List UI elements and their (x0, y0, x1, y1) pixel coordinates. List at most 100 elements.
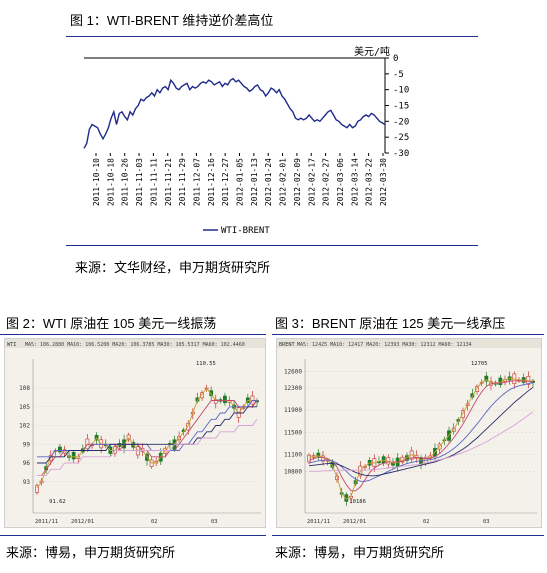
fig1-x-tick-label: 2012-02-09 (293, 158, 302, 206)
fig1-x-tick-label: 2012-01-05 (236, 158, 245, 206)
fig1-y-axis: 0 -5 -10 -15 -20 -25 -30 (84, 54, 409, 159)
fig3-y-tick-label: 11500 (284, 429, 302, 436)
fig3-candle (484, 372, 489, 386)
fig3-candle (521, 373, 526, 386)
fig2-candle (35, 483, 39, 495)
fig1-x-tick-label: 2011-11-29 (178, 158, 187, 206)
fig2-candle (58, 443, 62, 455)
fig3-candle (316, 449, 321, 461)
fig3-y-tick-label: 11100 (284, 452, 302, 459)
fig1-y-tick-label: 0 (393, 54, 398, 64)
fig3-top-rule (272, 334, 544, 335)
fig3-x-tick-label: 02 (423, 519, 430, 525)
fig1-legend-label: WTI-BRENT (221, 226, 270, 236)
fig1-series (83, 77, 386, 149)
fig1-bottom-rule (66, 245, 478, 246)
fig3-y-tick-label: 12300 (284, 385, 302, 392)
fig2-high-label: 110.55 (196, 361, 216, 367)
fig1-x-tick-label: 2011-11-21 (164, 158, 173, 206)
fig3-bottom-rule (272, 535, 544, 536)
fig2-x-tick-label: 2012/01 (71, 519, 94, 525)
fig1-x-tick-label: 2011-12-16 (207, 158, 216, 206)
fig3-ma-header: MA5: 12425 MA10: 12417 MA20: 12393 MA30:… (297, 342, 472, 348)
fig3-y-tick-label: 10800 (284, 468, 302, 475)
fig1-x-tick-label: 2012-02-17 (307, 158, 316, 206)
fig2-ma-line-ma20 (37, 400, 257, 458)
fig2-y-tick-label: 108 (19, 385, 30, 392)
fig1-y-tick-label: -25 (393, 133, 409, 143)
fig1-x-tick-label: 2012-03-14 (350, 158, 359, 206)
fig2-candle (223, 392, 227, 406)
fig3-candle (461, 407, 465, 422)
fig3-ma-line-ma30 (308, 386, 534, 477)
fig2-candle (103, 439, 108, 448)
fig2-ma-header: MA5: 106.2880 MA10: 106.5200 MA20: 106.3… (25, 342, 245, 348)
fig1-x-axis: 2011-10-10 2011-10-18 2011-10-26 2011-11-03… (92, 153, 388, 206)
fig3-caption: 图 3：BRENT 原油在 125 美元一线承压 (275, 316, 506, 331)
fig2-x-tick-label: 2011/11 (35, 519, 58, 525)
fig1-y-tick-label: -15 (393, 102, 409, 112)
fig2-source: 来源：博易，申万期货研究所 (6, 545, 176, 560)
fig1-x-tick-label: 2011-10-18 (106, 158, 115, 206)
fig2-candle (213, 394, 218, 409)
fig3-candle (526, 371, 531, 389)
fig3-x-tick-label: 2011/11 (307, 519, 330, 525)
fig1-x-tick-label: 2012-02-27 (322, 158, 331, 206)
fig3-ma-line-ma60 (309, 411, 534, 472)
fig3-ma-line-ma10 (308, 380, 534, 492)
fig1-legend: WTI-BRENT (203, 226, 270, 236)
fig2-candle (250, 391, 255, 408)
fig2-caption: 图 2：WTI 原油在 105 美元一线振荡 (6, 316, 217, 331)
fig2-y-tick-label: 105 (19, 404, 30, 411)
fig3-x-tick-label: 03 (483, 519, 490, 525)
fig3-candle (512, 371, 517, 389)
fig2-chart-panel: WTI MA5: 106.2880 MA10: 106.5200 MA20: 10… (4, 338, 266, 528)
fig1-y-tick-label: -5 (393, 70, 404, 80)
fig1-x-tick-label: 2012-02-01 (279, 158, 288, 206)
fig1-x-tick-label: 2012-01-13 (250, 158, 259, 206)
fig1-x-tick-label: 2012-03-30 (379, 158, 388, 206)
fig3-title: BRENT (279, 342, 295, 348)
fig2-ma-line-ma30 (37, 406, 257, 464)
fig1-x-tick-label: 2012-01-24 (264, 158, 273, 206)
fig2-candle (209, 386, 214, 401)
fig2-title: WTI (7, 342, 16, 348)
fig2-candle (200, 390, 204, 401)
fig3-y-tick-label: 11900 (284, 407, 302, 414)
fig3-candlestick-chart: BRENT MA5: 12425 MA10: 12417 MA20: 12393 … (277, 339, 541, 525)
fig2-candle (195, 392, 200, 404)
fig1-x-tick-label: 2011-11-03 (135, 158, 144, 206)
fig1-y-tick-label: -10 (393, 86, 409, 96)
fig1-x-tick-label: 2011-12-27 (221, 158, 230, 206)
fig3-source: 来源：博易，申万期货研究所 (275, 545, 445, 560)
fig1-series-line (83, 77, 386, 149)
fig1-caption: 图 1：WTI-BRENT 维持逆价差高位 (70, 13, 274, 28)
fig3-candle (475, 384, 479, 395)
fig1-y-axis-label: 美元/吨 (354, 45, 390, 58)
fig3-low-label: 10186 (349, 499, 366, 505)
fig1-x-tick-label: 2011-12-07 (192, 158, 201, 206)
fig2-x-tick-label: 03 (211, 519, 218, 525)
fig3-high-label: 12705 (471, 361, 488, 367)
fig2-candle (245, 393, 250, 406)
fig1-source: 来源：文华财经，申万期货研究所 (75, 260, 271, 275)
fig1-x-tick-label: 2011-11-11 (149, 158, 158, 206)
fig1-top-rule (66, 36, 478, 37)
fig3-chart-panel: BRENT MA5: 12425 MA10: 12417 MA20: 12393 … (276, 338, 542, 528)
fig2-y-tick-label: 99 (23, 441, 31, 448)
fig2-y-tick-label: 96 (23, 460, 31, 467)
fig3-y-tick-label: 12600 (284, 368, 302, 375)
fig2-candle (236, 405, 241, 423)
fig1-x-tick-label: 2011-10-10 (92, 158, 101, 206)
fig1-y-tick-label: -20 (393, 117, 409, 127)
fig2-low-label: 91.62 (49, 499, 66, 505)
fig1-x-tick-label: 2012-03-06 (336, 158, 345, 206)
fig3-ma-line-ma20 (308, 382, 534, 482)
fig3-candle (307, 452, 311, 465)
fig1-y-tick-label: -30 (393, 149, 409, 159)
fig3-x-tick-label: 2012/01 (343, 519, 366, 525)
fig2-y-tick-label: 102 (19, 423, 30, 430)
fig1-chart: 0 -5 -10 -15 -20 -25 -30 2011-10-10 2011-10-18 2… (83, 45, 409, 236)
fig2-ma-line-ma60 (37, 419, 258, 476)
fig1-x-tick-label: 2012-03-22 (365, 158, 374, 206)
